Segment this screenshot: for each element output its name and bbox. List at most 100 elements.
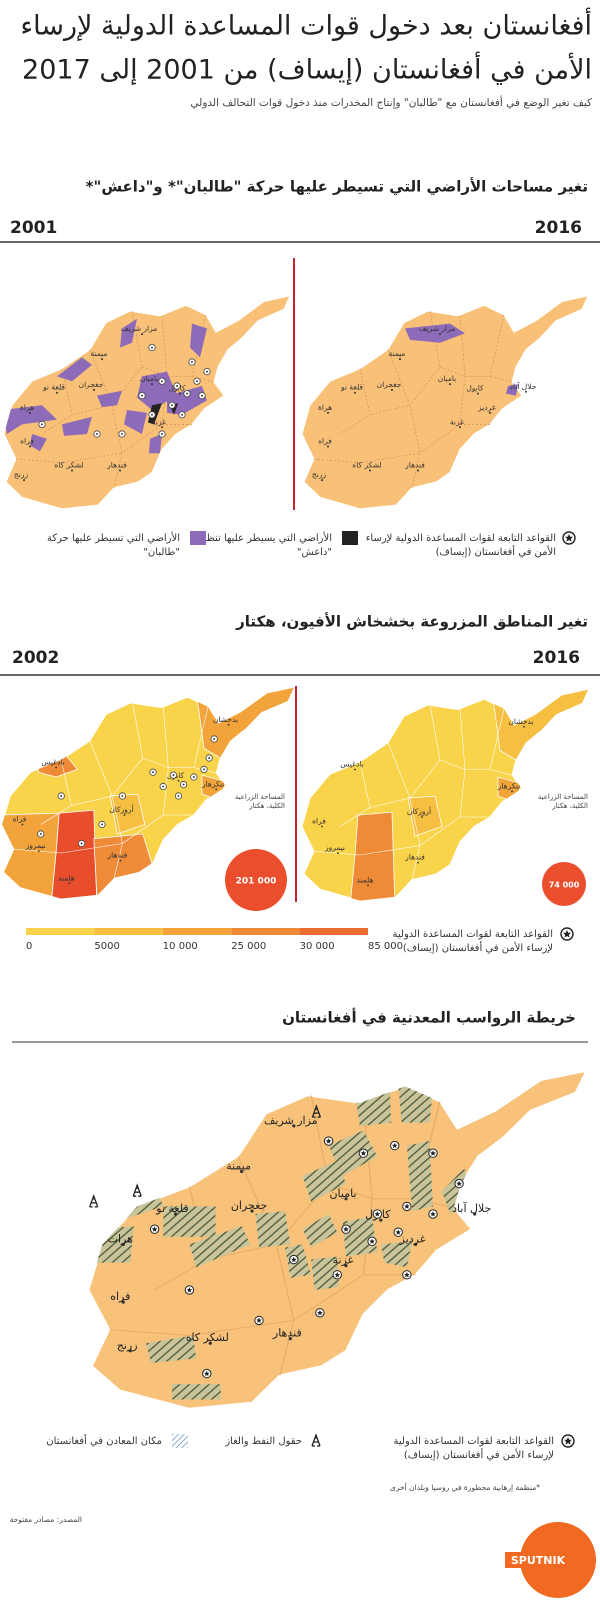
base-marker (118, 792, 127, 800)
city-label: جغجران (79, 380, 104, 389)
city-label: مزار شريف (264, 1114, 318, 1127)
total-value: 74 000 (549, 881, 580, 890)
city-label: لشكر كاه (352, 460, 381, 469)
city-dot (477, 392, 479, 395)
base-marker (428, 1148, 438, 1158)
legend-text: القواعد التابعة لقوات المساعدة الدولية (394, 1436, 554, 1447)
city-dot (68, 882, 71, 885)
bases-icon (562, 531, 576, 545)
city-label: جغجران (377, 380, 402, 389)
city-label: بدخشان (213, 715, 238, 724)
city-dot (525, 390, 527, 393)
city-label: زرنج (117, 1339, 138, 1352)
city-dot (391, 388, 393, 391)
map-2016 (301, 295, 589, 510)
city-dot (179, 392, 181, 395)
base-marker (169, 771, 178, 779)
base-marker (149, 1224, 160, 1234)
city-dot (21, 823, 24, 826)
city-dot (173, 1212, 178, 1216)
city-label: بدخشان (508, 717, 533, 726)
city-label: فراه (318, 436, 332, 445)
footnote: *منظمة إرهابية محظورة في روسيا وبلدان أخ… (390, 1482, 540, 1492)
base-marker (188, 358, 196, 366)
city-dot (101, 358, 103, 361)
city-label: قندهار (404, 460, 425, 469)
base-marker (198, 391, 206, 400)
city-dot (473, 1212, 477, 1216)
source: المصدر: مصادر مفتوحة (10, 1515, 82, 1524)
year-label: 2002 (12, 648, 59, 668)
base-marker (178, 411, 186, 419)
city-label: باميان (438, 374, 456, 383)
base-marker (254, 1315, 264, 1326)
base-marker (358, 1148, 369, 1158)
city-dot (439, 333, 441, 336)
city-label: قلعة نو (42, 383, 65, 392)
city-dot (121, 1242, 125, 1246)
city-dot (128, 1349, 132, 1353)
city-dot (354, 391, 356, 394)
legend-text: "داعش" (297, 547, 332, 558)
city-dot (29, 445, 31, 448)
city-label: بادغيس (340, 760, 363, 769)
bases-icon (560, 927, 574, 941)
base-marker (37, 830, 45, 838)
city-dot (421, 816, 423, 818)
base-marker (168, 401, 176, 409)
city-dot (321, 825, 323, 828)
city-dot (327, 445, 329, 448)
base-marker (203, 367, 211, 376)
scale-label: 5000 (94, 941, 119, 952)
legend-text: مكان المعادن في أفغانستان (46, 1434, 162, 1447)
color-scale: 0 5000 10 000 25 000 30 000 85 000 (26, 928, 403, 952)
city-dot (337, 852, 339, 854)
city-dot (121, 1300, 125, 1304)
city-label: نيمروز (25, 841, 46, 850)
base-marker (193, 377, 201, 385)
scale-swatch (94, 928, 163, 935)
total-label: الكلية، هكتار (551, 802, 588, 810)
city-label: قندهار (272, 1327, 302, 1340)
city-dot (71, 469, 73, 472)
city-dot (93, 388, 95, 391)
city-dot (250, 1209, 254, 1213)
taliban-swatch (190, 531, 206, 545)
city-label: جغجران (231, 1199, 267, 1212)
title-line: الأمن في أفغانستان (إيساف) من 2001 إلى 2… (22, 51, 592, 86)
total-value: 201 000 (236, 877, 277, 887)
city-label: هلمند (357, 875, 374, 884)
city-dot (344, 1197, 348, 1201)
city-label: ميمنة (226, 1159, 251, 1172)
scale-swatch (162, 928, 232, 935)
city-dot (23, 479, 25, 482)
scale-swatch (299, 928, 368, 935)
base-marker (118, 430, 126, 438)
section-title: تغير مساحات الأراضي التي تسيطر عليها حرك… (86, 178, 588, 196)
city-dot (321, 479, 323, 482)
bases-icon (561, 1434, 575, 1448)
section-title: خريطة الرواسب المعدنية في أفغانستان (282, 1008, 576, 1027)
legend-text: الأراضي التي تسيطر عليها حركة (47, 531, 180, 544)
city-dot (119, 859, 122, 862)
scale-swatch (26, 928, 95, 935)
city-label: باميان (329, 1187, 356, 1200)
legend-text: الأراضي التي يسيطر عليها تنظيم (197, 531, 332, 544)
base-marker (315, 1308, 325, 1318)
city-label: مزار شريف (419, 324, 456, 333)
city-label: فراه (13, 815, 27, 824)
base-marker (93, 430, 101, 438)
city-dot (369, 469, 371, 472)
city-dot (288, 1337, 292, 1341)
base-marker (77, 839, 86, 848)
city-label: هراة (318, 403, 332, 412)
city-dot (215, 788, 218, 791)
city-dot (354, 768, 356, 771)
scale-label: 85 000 (368, 941, 403, 952)
city-dot (119, 469, 121, 472)
base-marker (332, 1270, 342, 1280)
base-marker (149, 768, 157, 776)
minerals-map (87, 1070, 587, 1410)
base-marker (390, 1140, 400, 1151)
city-dot (523, 725, 525, 728)
